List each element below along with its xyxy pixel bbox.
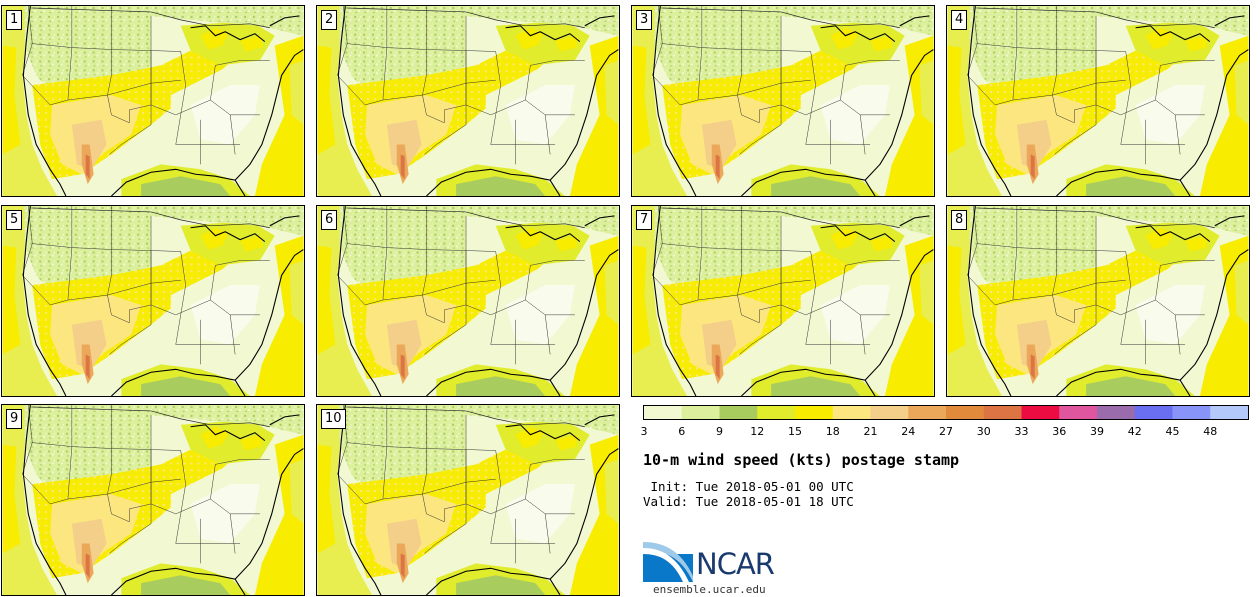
wind-speed-map (2, 6, 304, 196)
ncar-logo-text: NCAR (696, 547, 775, 581)
wind-speed-map (632, 206, 934, 396)
member-number-badge: 4 (951, 10, 968, 30)
colorbar-segment (719, 406, 758, 419)
member-number-badge: 8 (951, 210, 968, 230)
colorbar-tick-label: 12 (750, 425, 765, 438)
colorbar-tick-label: 33 (1014, 425, 1029, 438)
ensemble-member-map: 9 (1, 404, 305, 596)
colorbar-tick-label: 27 (939, 425, 953, 438)
wind-speed-map (947, 6, 1249, 196)
colorbar-tick-label: 48 (1203, 425, 1218, 438)
colorbar-tick-label: 24 (901, 425, 916, 438)
colorbar-segment (757, 406, 796, 419)
wind-speed-map (947, 206, 1249, 396)
colorbar-segment (1172, 406, 1211, 419)
ensemble-member-map: 8 (946, 205, 1250, 397)
colorbar-segment (908, 406, 947, 419)
colorbar-tick-label: 15 (788, 425, 802, 438)
colorbar-segment (795, 406, 834, 419)
member-number-badge: 7 (636, 210, 653, 230)
wind-speed-colorbar (643, 405, 1249, 420)
init-time: Init: Tue 2018-05-01 00 UTC (643, 479, 854, 494)
colorbar-tick-label: 45 (1165, 425, 1180, 438)
member-number-badge: 9 (6, 409, 23, 429)
wind-speed-map (317, 6, 619, 196)
ensemble-member-map: 5 (1, 205, 305, 397)
colorbar-tick-label: 18 (825, 425, 840, 438)
site-url: ensemble.ucar.edu (653, 583, 766, 596)
colorbar-tick-label: 9 (716, 425, 723, 438)
ensemble-member-map: 3 (631, 5, 935, 197)
colorbar-segment (870, 406, 909, 419)
colorbar-tick-label: 6 (678, 425, 686, 438)
map-title: 10-m wind speed (kts) postage stamp (643, 451, 960, 469)
ncar-logo (643, 542, 693, 582)
colorbar-segment (1134, 406, 1173, 419)
colorbar-tick-label: 42 (1127, 425, 1142, 438)
ensemble-member-map: 4 (946, 5, 1250, 197)
ensemble-member-map: 1 (1, 5, 305, 197)
wind-speed-map (632, 6, 934, 196)
colorbar-tick-label: 30 (976, 425, 991, 438)
wind-speed-map (2, 206, 304, 396)
wind-speed-map (317, 206, 619, 396)
colorbar-segment (681, 406, 720, 419)
colorbar-tick-label: 21 (863, 425, 878, 438)
colorbar-segment (1059, 406, 1098, 419)
member-number-badge: 1 (6, 10, 23, 30)
colorbar-segment (983, 406, 1022, 419)
member-number-badge: 6 (321, 210, 338, 230)
colorbar-border (643, 405, 1249, 420)
colorbar-tick-label: 3 (640, 425, 648, 438)
colorbar-segment (644, 406, 683, 419)
member-number-badge: 2 (321, 10, 338, 30)
ensemble-member-map: 2 (316, 5, 620, 197)
valid-time: Valid: Tue 2018-05-01 18 UTC (643, 494, 854, 509)
colorbar-segment (832, 406, 871, 419)
wind-speed-map (317, 405, 619, 595)
wind-speed-map (2, 405, 304, 595)
colorbar-segment (1210, 406, 1249, 419)
colorbar-segment (1097, 406, 1136, 419)
colorbar-tick-label: 39 (1090, 425, 1104, 438)
colorbar-segment (946, 406, 985, 419)
ensemble-member-map: 7 (631, 205, 935, 397)
ensemble-member-map: 6 (316, 205, 620, 397)
colorbar-tick-label: 36 (1052, 425, 1067, 438)
member-number-badge: 5 (6, 210, 23, 230)
member-number-badge: 10 (321, 409, 346, 429)
member-number-badge: 3 (636, 10, 653, 30)
ensemble-member-map: 10 (316, 404, 620, 596)
colorbar-segment (1021, 406, 1060, 419)
